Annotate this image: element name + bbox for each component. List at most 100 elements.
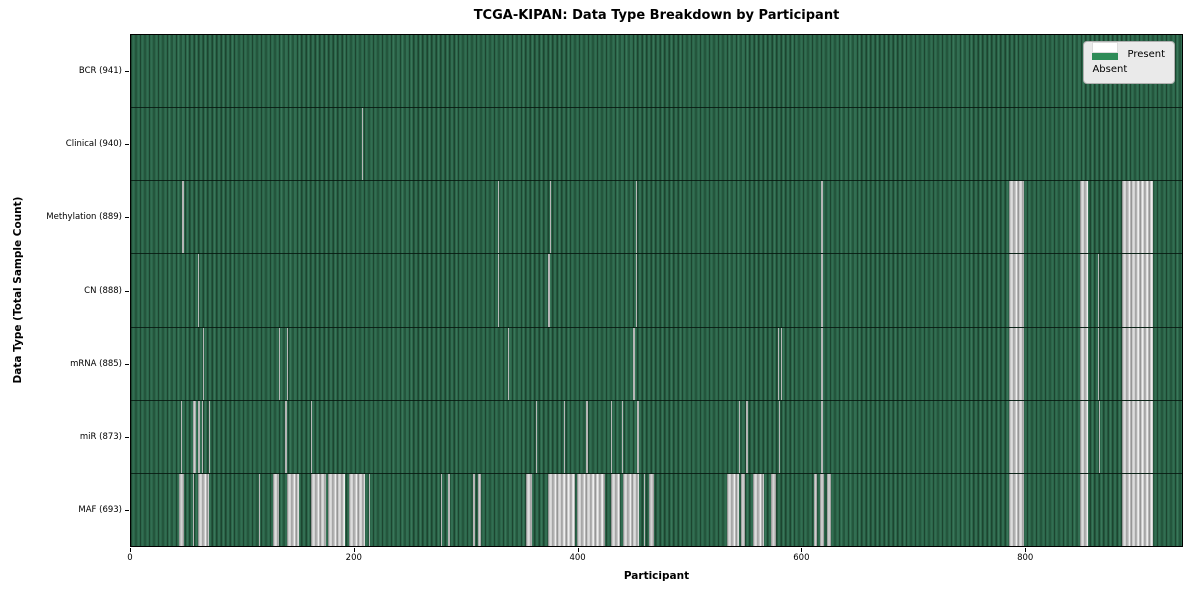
x-tick-label-400: 400	[569, 553, 586, 563]
y-tick-label-BCR: BCR (941)	[78, 65, 122, 76]
legend-item-present: Present	[1092, 47, 1165, 62]
absent-stripe	[778, 400, 781, 473]
absent-stripe	[781, 327, 783, 400]
heatmap-row-Methylation	[131, 180, 1182, 254]
absent-stripe	[258, 473, 260, 546]
legend-label-absent: Absent	[1092, 64, 1128, 75]
absent-stripe	[1009, 181, 1024, 254]
absent-stripe	[635, 181, 637, 254]
absent-stripe	[771, 473, 776, 546]
absent-stripe	[649, 473, 654, 546]
y-tick-mark	[125, 510, 129, 512]
y-tick-label-mRNA: mRNA (885)	[70, 358, 122, 369]
absent-stripe	[477, 473, 482, 546]
absent-stripe	[209, 400, 211, 473]
absent-stripe	[821, 254, 823, 327]
heatmap-row-CN	[131, 253, 1182, 327]
y-tick-label-Clinical: Clinical (940)	[65, 138, 122, 149]
absent-stripe	[1097, 327, 1099, 400]
absent-stripe	[1122, 400, 1153, 473]
absent-stripe	[498, 181, 500, 254]
absent-stripe	[198, 473, 210, 546]
absent-stripe	[827, 473, 832, 546]
x-tick-mark	[801, 548, 803, 552]
y-tick-label-Methylation: Methylation (889)	[46, 212, 122, 223]
absent-stripe	[286, 473, 299, 546]
absent-stripe	[1122, 473, 1153, 546]
absent-stripe	[727, 473, 739, 546]
heatmap-row-miR	[131, 399, 1182, 473]
absent-stripe	[548, 473, 576, 546]
absent-stripe	[369, 473, 371, 546]
absent-stripe	[738, 400, 740, 473]
absent-stripe	[820, 473, 824, 546]
y-tick-label-miR: miR (873)	[79, 432, 122, 443]
chart-title: TCGA-KIPAN: Data Type Breakdown by Parti…	[473, 8, 840, 23]
y-tick-mark	[125, 437, 129, 439]
absent-stripe	[636, 400, 640, 473]
absent-stripe	[813, 473, 817, 546]
absent-stripe	[1079, 254, 1088, 327]
y-tick-mark	[125, 363, 129, 365]
absent-stripe	[536, 400, 538, 473]
absent-stripe	[182, 181, 184, 254]
absent-stripe	[1097, 254, 1099, 327]
absent-stripe	[1079, 327, 1088, 400]
absent-stripe	[1079, 473, 1088, 546]
x-tick-mark	[1025, 548, 1027, 552]
x-tick-mark	[577, 548, 579, 552]
absent-stripe	[198, 254, 200, 327]
absent-stripe	[1122, 254, 1153, 327]
absent-swatch-icon	[1092, 42, 1119, 53]
x-axis-title: Participant	[623, 570, 690, 582]
absent-stripe	[821, 181, 823, 254]
absent-stripe	[311, 400, 313, 473]
absent-stripe	[740, 473, 746, 546]
absent-stripe	[278, 327, 280, 400]
plot-area: Present Absent	[130, 34, 1183, 547]
absent-stripe	[181, 400, 183, 473]
absent-stripe	[349, 473, 365, 546]
absent-stripe	[285, 400, 287, 473]
absent-stripe	[526, 473, 532, 546]
x-tick-mark	[130, 548, 131, 552]
absent-stripe	[1122, 327, 1153, 400]
absent-stripe	[821, 400, 823, 473]
absent-stripe	[1122, 181, 1153, 254]
y-tick-label-CN: CN (888)	[84, 285, 122, 296]
absent-stripe	[202, 327, 204, 400]
y-tick-label-MAF: MAF (693)	[78, 505, 122, 516]
absent-stripe	[635, 254, 637, 327]
x-tick-mark	[353, 548, 355, 552]
absent-stripe	[1009, 254, 1024, 327]
absent-stripe	[447, 473, 450, 546]
absent-stripe	[179, 473, 184, 546]
absent-stripe	[753, 473, 765, 546]
legend-label-present: Present	[1127, 49, 1165, 60]
x-tick-label-600: 600	[793, 553, 810, 563]
absent-stripe	[746, 400, 748, 473]
absent-stripe	[440, 473, 443, 546]
y-tick-mark	[125, 217, 129, 219]
absent-stripe	[1009, 327, 1024, 400]
absent-stripe	[1079, 400, 1088, 473]
absent-stripe	[192, 400, 196, 473]
absent-stripe	[777, 327, 779, 400]
heatmap-row-mRNA	[131, 326, 1182, 400]
heatmap-row-Clinical	[131, 107, 1182, 181]
absent-stripe	[577, 473, 606, 546]
heatmap-row-MAF	[131, 472, 1182, 546]
x-tick-label-0: 0	[127, 553, 133, 563]
heatmap-row-BCR	[131, 35, 1182, 108]
absent-stripe	[327, 473, 345, 546]
absent-stripe	[311, 473, 326, 546]
absent-stripe	[1098, 400, 1101, 473]
absent-stripe	[201, 400, 203, 473]
absent-stripe	[286, 327, 288, 400]
y-tick-mark	[125, 70, 129, 72]
absent-stripe	[611, 400, 613, 473]
absent-stripe	[508, 327, 510, 400]
absent-stripe	[623, 473, 640, 546]
absent-stripe	[1079, 181, 1088, 254]
